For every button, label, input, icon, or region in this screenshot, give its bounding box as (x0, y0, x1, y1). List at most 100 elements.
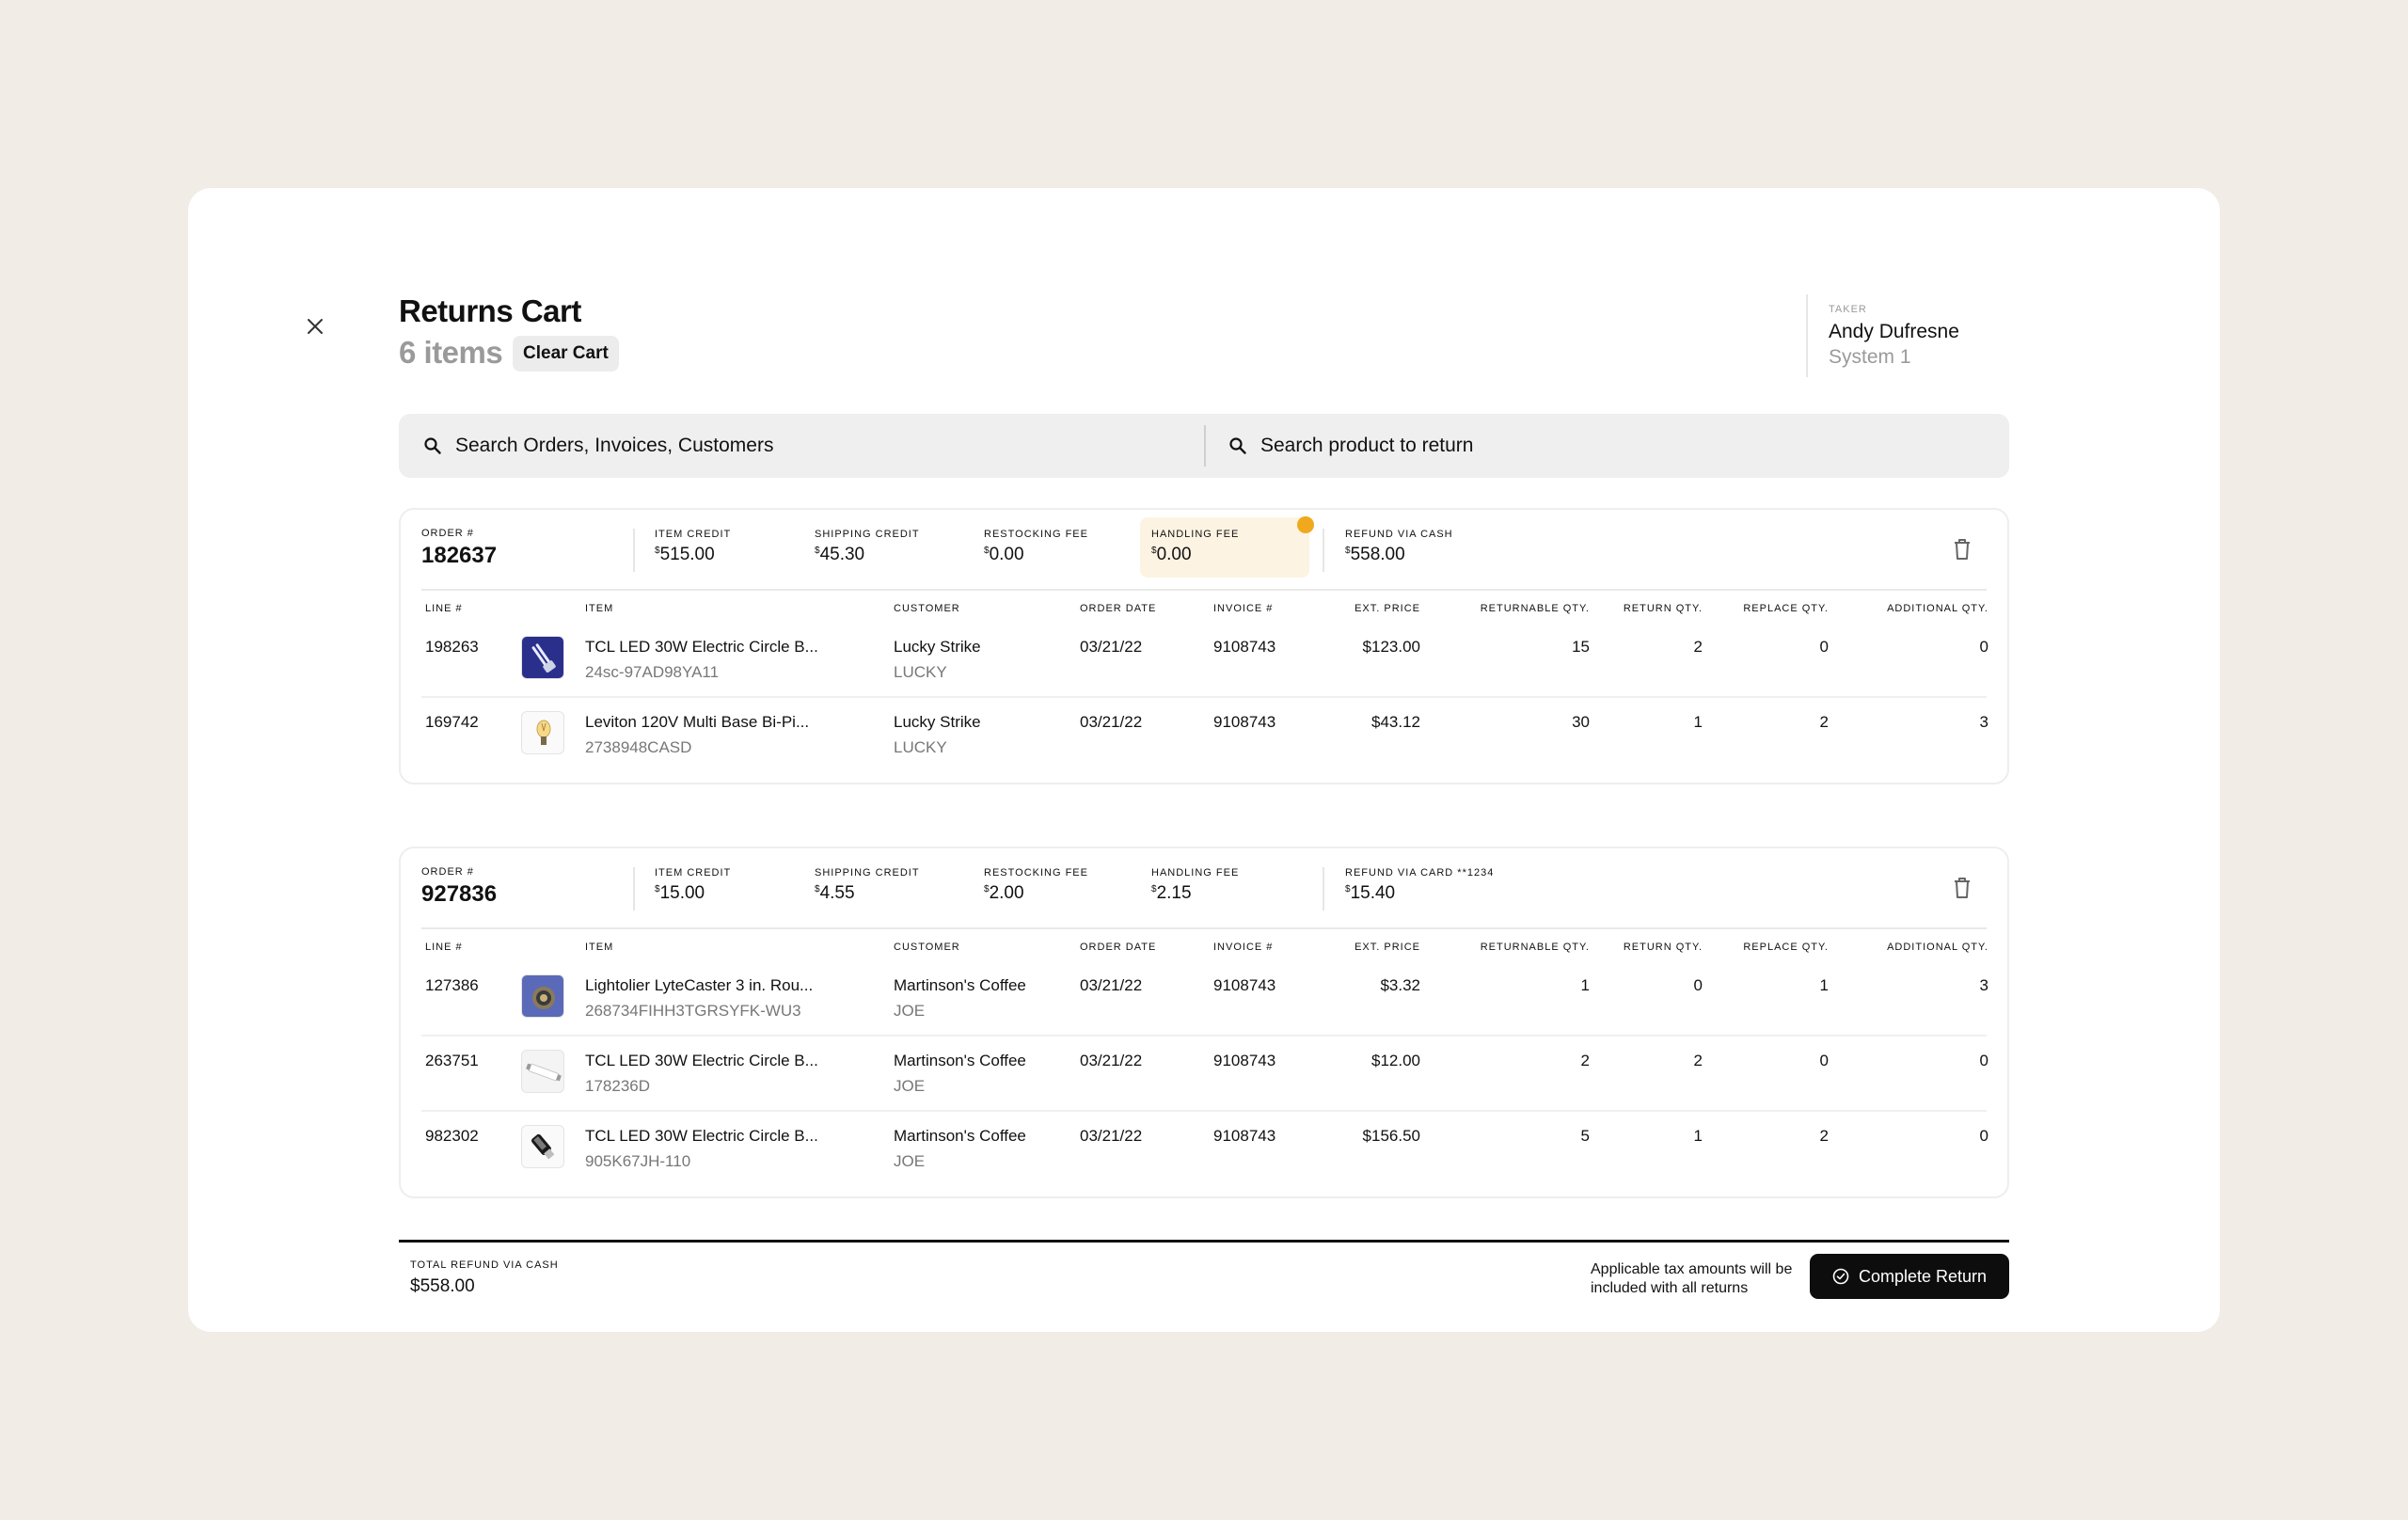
item-sku: 905K67JH-110 (585, 1152, 691, 1170)
item-sku: 2738948CASD (585, 738, 692, 756)
item-credit-label: ITEM CREDIT (655, 867, 732, 879)
order-number: 927836 (421, 881, 498, 907)
additional-qty[interactable]: 0 (1979, 1127, 1988, 1145)
item-sku: 268734FIHH3TGRSYFK-WU3 (585, 1002, 801, 1020)
table-row[interactable]: 982302 TCL LED 30W Electric Circle B... … (401, 1110, 2007, 1185)
invoice-number: 9108743 (1213, 638, 1276, 656)
orders-search-input[interactable] (455, 435, 1114, 457)
line-number: 169742 (425, 713, 479, 731)
item-name[interactable]: TCL LED 30W Electric Circle B... (585, 1052, 818, 1069)
customer-code: LUCKY (894, 663, 947, 681)
return-qty[interactable]: 0 (1693, 976, 1703, 994)
ext-price: $12.00 (1371, 1052, 1420, 1069)
complete-return-label: Complete Return (1858, 1266, 1988, 1286)
notification-dot (1297, 516, 1314, 533)
table-row[interactable]: 263751 TCL LED 30W Electric Circle B... … (401, 1035, 2007, 1110)
customer-name: Lucky Strike (894, 638, 981, 656)
complete-return-button[interactable]: Complete Return (1810, 1254, 2009, 1299)
restocking-fee-value: $0.00 (984, 545, 1024, 564)
line-number: 982302 (425, 1127, 479, 1145)
col-returnable-qty: RETURNABLE QTY. (1480, 942, 1590, 953)
handling-fee-label: HANDLING FEE (1151, 867, 1240, 879)
product-search[interactable] (1204, 414, 2009, 478)
handling-fee-label: HANDLING FEE (1151, 529, 1240, 540)
item-name[interactable]: TCL LED 30W Electric Circle B... (585, 638, 818, 656)
downlight-icon (521, 974, 564, 1018)
shipping-credit-value: $45.30 (815, 545, 865, 564)
col-replace-qty: REPLACE QTY. (1743, 942, 1829, 953)
replace-qty[interactable]: 2 (1819, 713, 1829, 731)
handling-fee-highlight (1140, 517, 1309, 578)
divider (633, 529, 635, 572)
item-credit-value: $15.00 (655, 883, 705, 903)
customer-name: Martinson's Coffee (894, 1052, 1026, 1069)
cfl-bulb-icon (521, 636, 564, 679)
table-header: LINE # ITEM CUSTOMER ORDER DATE INVOICE … (401, 927, 2007, 959)
order-date: 03/21/22 (1080, 1052, 1143, 1069)
customer-code: JOE (894, 1152, 926, 1170)
customer-code: JOE (894, 1002, 926, 1020)
item-name[interactable]: TCL LED 30W Electric Circle B... (585, 1127, 818, 1145)
table-row[interactable]: 127386 Lightolier LyteCaster 3 in. Rou..… (401, 959, 2007, 1035)
return-qty[interactable]: 2 (1693, 1052, 1703, 1069)
taker-panel: TAKER Andy Dufresne System 1 (1806, 294, 2009, 377)
tax-note: Applicable tax amounts will be included … (1591, 1261, 1793, 1296)
replace-qty[interactable]: 2 (1819, 1127, 1829, 1145)
trash-icon (1955, 878, 1970, 898)
line-number: 198263 (425, 638, 479, 656)
order-summary: ORDER # 927836 ITEM CREDIT $15.00 SHIPPI… (401, 848, 2007, 927)
customer-name: Martinson's Coffee (894, 976, 1026, 994)
additional-qty[interactable]: 0 (1979, 1052, 1988, 1069)
tube-light-icon (521, 1050, 564, 1093)
total-refund-value: $558.00 (410, 1276, 475, 1296)
item-name[interactable]: Leviton 120V Multi Base Bi-Pi... (585, 713, 810, 731)
col-returnable-qty: RETURNABLE QTY. (1480, 603, 1590, 614)
close-icon (308, 319, 323, 334)
table-row[interactable]: 198263 TCL LED 30W Electric Circle B... … (401, 621, 2007, 696)
total-refund-label: TOTAL REFUND VIA CASH (410, 1259, 559, 1271)
col-additional-qty: ADDITIONAL QTY. (1887, 603, 1988, 614)
replace-qty[interactable]: 0 (1819, 1052, 1829, 1069)
customer-name: Lucky Strike (894, 713, 981, 731)
additional-qty[interactable]: 3 (1979, 713, 1988, 731)
col-additional-qty: ADDITIONAL QTY. (1887, 942, 1988, 953)
order-number: 182637 (421, 543, 498, 568)
col-customer: CUSTOMER (894, 603, 960, 614)
additional-qty[interactable]: 3 (1979, 976, 1988, 994)
col-replace-qty: REPLACE QTY. (1743, 603, 1829, 614)
col-ext-price: EXT. PRICE (1354, 603, 1420, 614)
order-summary: ORDER # 182637 ITEM CREDIT $515.00 SHIPP… (401, 510, 2007, 589)
item-sku: 178236D (585, 1077, 651, 1095)
clear-cart-button[interactable]: Clear Cart (513, 336, 619, 372)
replace-qty[interactable]: 0 (1819, 638, 1829, 656)
returnable-qty: 15 (1572, 638, 1590, 656)
divider (1323, 867, 1324, 910)
delete-order-button[interactable] (1951, 537, 1977, 565)
item-credit-value: $515.00 (655, 545, 715, 564)
ext-price: $123.00 (1362, 638, 1420, 656)
col-line: LINE # (425, 603, 463, 614)
taker-label: TAKER (1829, 304, 1867, 315)
additional-qty[interactable]: 0 (1979, 638, 1988, 656)
return-qty[interactable]: 1 (1693, 1127, 1703, 1145)
return-qty[interactable]: 2 (1693, 638, 1703, 656)
delete-order-button[interactable] (1951, 876, 1977, 904)
close-button[interactable] (300, 311, 330, 341)
handling-fee-value[interactable]: $0.00 (1151, 545, 1192, 564)
returnable-qty: 2 (1580, 1052, 1590, 1069)
taker-system: System 1 (1829, 346, 1911, 368)
product-search-input[interactable] (1260, 435, 1919, 457)
orders-search[interactable] (399, 414, 1204, 478)
invoice-number: 9108743 (1213, 713, 1276, 731)
customer-name: Martinson's Coffee (894, 1127, 1026, 1145)
item-name[interactable]: Lightolier LyteCaster 3 in. Rou... (585, 976, 814, 994)
order-card: ORDER # 927836 ITEM CREDIT $15.00 SHIPPI… (399, 847, 2009, 1198)
handling-fee-value[interactable]: $2.15 (1151, 883, 1192, 903)
ext-price: $43.12 (1371, 713, 1420, 731)
order-label: ORDER # (421, 866, 474, 878)
table-row[interactable]: 169742 Leviton 120V Multi Base Bi-Pi... … (401, 696, 2007, 771)
items-count: 6 items (399, 335, 503, 370)
invoice-number: 9108743 (1213, 1127, 1276, 1145)
replace-qty[interactable]: 1 (1819, 976, 1829, 994)
return-qty[interactable]: 1 (1693, 713, 1703, 731)
